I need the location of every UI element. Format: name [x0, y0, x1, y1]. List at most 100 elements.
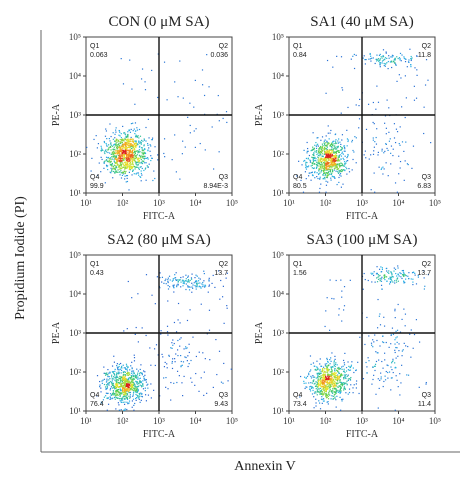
- event-point: [113, 372, 115, 375]
- event-point: [177, 281, 179, 283]
- event-point: [335, 406, 337, 408]
- event-point: [113, 373, 116, 375]
- event-point: [355, 137, 357, 139]
- event-point: [139, 395, 141, 397]
- event-point: [391, 280, 393, 282]
- event-point: [303, 380, 305, 382]
- event-point: [325, 375, 327, 377]
- event-point: [128, 391, 130, 393]
- event-point: [131, 297, 133, 299]
- event-point: [177, 354, 179, 357]
- event-point: [141, 393, 143, 395]
- event-point: [126, 164, 128, 167]
- event-point: [305, 178, 307, 180]
- event-point: [196, 283, 198, 285]
- event-point: [121, 139, 123, 142]
- event-point: [325, 167, 327, 169]
- event-point: [385, 127, 387, 129]
- event-point: [416, 69, 418, 71]
- event-point: [358, 105, 360, 107]
- event-point: [321, 146, 323, 149]
- event-point: [370, 342, 373, 344]
- event-point: [391, 61, 393, 63]
- event-point: [106, 380, 108, 382]
- event-point: [120, 380, 122, 382]
- event-point: [365, 361, 367, 364]
- event-point: [123, 330, 125, 332]
- event-point: [119, 400, 121, 402]
- event-point: [328, 149, 331, 152]
- event-point: [126, 389, 128, 391]
- event-point: [340, 143, 342, 146]
- event-point: [374, 281, 376, 283]
- event-point: [333, 152, 335, 154]
- event-point: [319, 187, 321, 190]
- event-point: [314, 365, 316, 367]
- event-point: [120, 147, 122, 149]
- event-point: [147, 387, 149, 389]
- event-point: [319, 363, 321, 365]
- event-point: [312, 132, 314, 134]
- event-point: [125, 135, 127, 137]
- event-point: [430, 142, 432, 144]
- event-point: [207, 291, 209, 293]
- event-point: [101, 380, 103, 382]
- event-point: [396, 341, 398, 343]
- event-point: [124, 161, 126, 163]
- event-point: [196, 286, 198, 288]
- event-point: [415, 97, 418, 99]
- event-point: [181, 364, 183, 366]
- event-point: [387, 271, 389, 274]
- event-point: [379, 379, 381, 382]
- event-point: [125, 144, 127, 146]
- event-point: [173, 287, 175, 289]
- event-point: [367, 357, 369, 359]
- event-point: [399, 52, 402, 55]
- event-point: [321, 150, 323, 152]
- event-point: [125, 153, 127, 156]
- event-point: [324, 380, 327, 382]
- event-point: [355, 104, 357, 106]
- event-point: [116, 141, 118, 143]
- event-point: [125, 395, 127, 397]
- event-point: [325, 371, 327, 373]
- event-point: [127, 386, 129, 389]
- event-point: [334, 355, 336, 357]
- event-point: [402, 271, 404, 273]
- event-point: [137, 293, 139, 295]
- event-point: [327, 171, 330, 173]
- event-point: [204, 286, 206, 288]
- event-point: [323, 377, 326, 379]
- event-point: [326, 165, 328, 167]
- event-point: [326, 149, 328, 151]
- event-point: [319, 358, 321, 360]
- event-point: [378, 59, 380, 61]
- event-point: [120, 150, 122, 152]
- event-point: [383, 325, 386, 327]
- event-point: [325, 384, 327, 386]
- event-point: [190, 377, 192, 379]
- event-point: [110, 394, 112, 396]
- event-point: [317, 378, 319, 380]
- event-point: [130, 144, 133, 146]
- event-point: [176, 381, 178, 384]
- event-point: [319, 159, 322, 161]
- event-point: [317, 369, 319, 371]
- event-point: [303, 160, 305, 162]
- event-point: [396, 379, 398, 381]
- event-point: [134, 385, 136, 388]
- event-point: [394, 343, 396, 345]
- event-point: [340, 186, 342, 188]
- event-point: [401, 355, 403, 357]
- event-point: [127, 374, 130, 377]
- event-point: [373, 374, 375, 376]
- event-point: [119, 368, 121, 370]
- event-point: [144, 378, 146, 381]
- event-point: [370, 55, 372, 57]
- event-point: [322, 149, 324, 152]
- event-point: [124, 367, 126, 369]
- event-point: [125, 393, 127, 395]
- event-point: [334, 380, 336, 383]
- event-point: [380, 284, 383, 286]
- event-point: [327, 169, 329, 171]
